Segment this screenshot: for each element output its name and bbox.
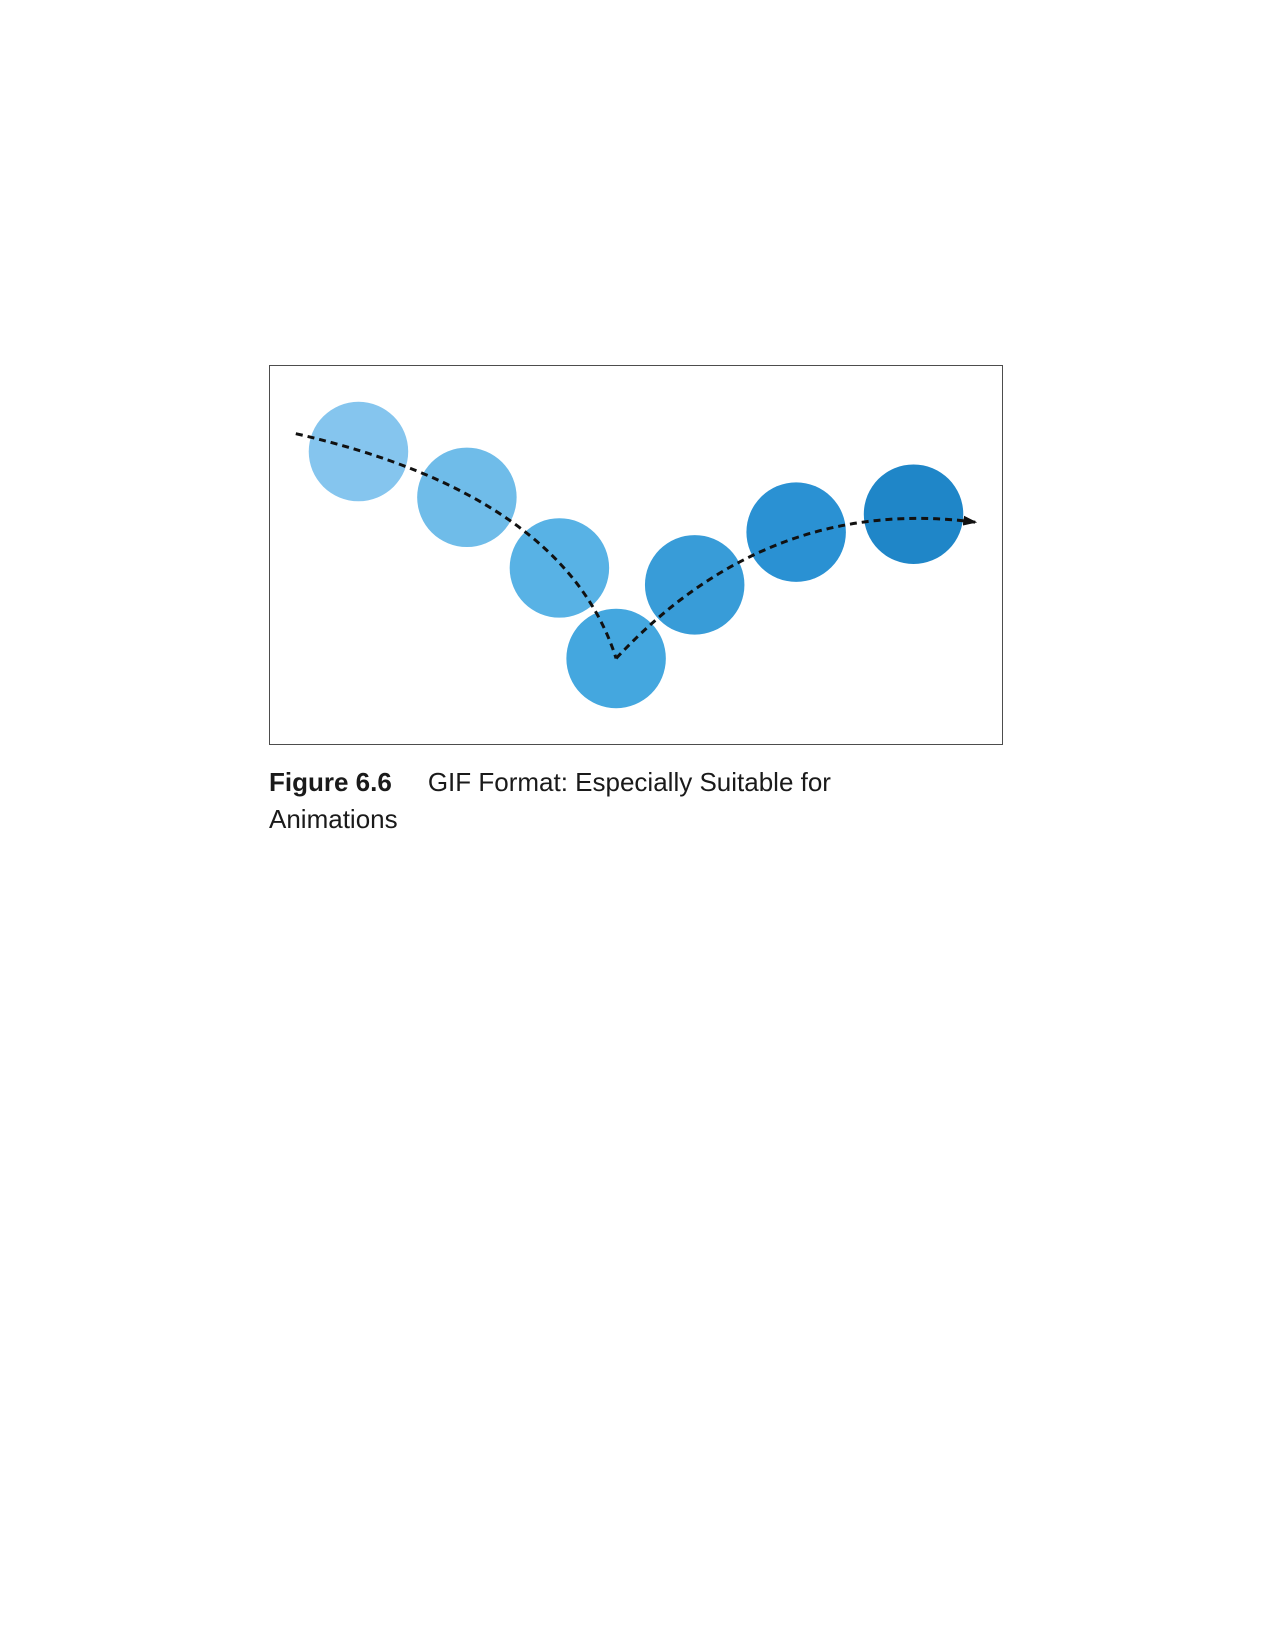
figure-caption: Figure 6.6 GIF Format: Especially Suitabl… <box>269 764 919 838</box>
figure-caption-text: GIF Format: Especially Suitable for Anim… <box>269 767 831 834</box>
ball-sequence <box>308 401 964 709</box>
ball-frame-5 <box>644 535 745 635</box>
motion-path-ascending <box>615 515 978 660</box>
motion-path-descending <box>295 432 618 659</box>
figure-frame <box>269 365 1003 745</box>
ball-frame-7 <box>863 464 964 564</box>
ball-frame-6 <box>746 482 846 582</box>
animation-diagram <box>295 401 978 709</box>
figure-number: Figure 6.6 <box>269 767 392 797</box>
ball-frame-2 <box>417 447 517 548</box>
